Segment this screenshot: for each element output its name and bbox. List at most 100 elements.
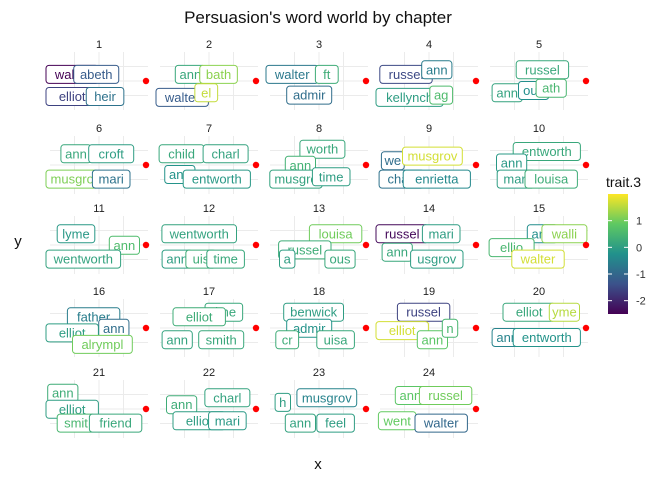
- anchor-point: [142, 241, 150, 249]
- word-label-box: [286, 85, 333, 105]
- word-label: usgrov: [417, 252, 457, 267]
- word-label: bath: [206, 67, 231, 82]
- word-label: feel: [325, 416, 346, 431]
- anchor-point: [252, 161, 260, 169]
- word-label: mari: [503, 172, 528, 187]
- facet-strip-label: 22: [203, 367, 215, 379]
- anchor-point: [142, 77, 150, 85]
- anchor-point: [362, 161, 370, 169]
- word-label-box: [314, 64, 339, 84]
- word-label-box: [91, 169, 131, 189]
- legend: trait.3 1 0 -1 -2: [606, 174, 646, 314]
- word-label-box: [194, 83, 219, 103]
- word-label: friend: [99, 416, 132, 431]
- word-label-box: [421, 60, 453, 80]
- word-label-box: [541, 224, 588, 244]
- facet-panel: 3 walter ft admir: [265, 39, 370, 110]
- facet-strip-label: 19: [423, 286, 435, 298]
- word-label: time: [213, 252, 238, 267]
- word-label: heir: [94, 89, 116, 104]
- facet-strip-label: 4: [426, 39, 432, 51]
- word-label: russel: [389, 67, 424, 82]
- word-label-box: [172, 307, 226, 327]
- word-label: russel: [406, 305, 441, 320]
- word-label-box: [199, 64, 238, 84]
- facet-strip-label: 13: [313, 203, 325, 215]
- anchor-point: [362, 77, 370, 85]
- word-label: walter: [164, 90, 200, 105]
- facet-strip-label: 21: [93, 367, 105, 379]
- facet-panel: 4 russel ann kellynch ag: [375, 39, 480, 110]
- word-label: we: [383, 153, 401, 168]
- word-label: ath: [542, 81, 560, 96]
- word-label: ann: [171, 397, 193, 412]
- word-label: elliot: [59, 89, 86, 104]
- anchor-point: [582, 324, 590, 332]
- facet-strip-label: 5: [536, 39, 542, 51]
- facet-strip-label: 7: [206, 123, 212, 135]
- legend-ticks: 1 0 -1 -2: [608, 216, 646, 308]
- anchor-point: [472, 405, 480, 413]
- word-label: russel: [525, 62, 560, 77]
- legend-tick-label: 0: [636, 242, 642, 254]
- word-label: louisa: [319, 226, 354, 241]
- word-label: h: [279, 395, 286, 410]
- word-label: uis: [193, 252, 210, 267]
- facet-panel: 6 ann croft musgro mari: [45, 123, 150, 194]
- word-label-box: [72, 334, 133, 354]
- facet-strip-label: 6: [96, 123, 102, 135]
- word-label: russel: [428, 388, 463, 403]
- facet-panel: 23 h musgrov ann feel: [270, 367, 370, 438]
- word-label: wentworth: [53, 252, 113, 267]
- facet-strip-label: 24: [423, 367, 435, 379]
- word-label: entworth: [522, 330, 572, 345]
- anchor-point: [472, 324, 480, 332]
- word-label: uisa: [324, 332, 349, 347]
- word-label: ann: [422, 332, 444, 347]
- facet-strip-label: 12: [203, 203, 215, 215]
- word-label: elliot: [186, 309, 213, 324]
- facet-panel: 20 elliot yme ann entworth: [490, 286, 590, 357]
- word-label: musgro: [274, 172, 317, 187]
- word-label-box: [311, 167, 351, 187]
- word-label: ann: [496, 330, 518, 345]
- word-label: ann: [290, 158, 312, 173]
- word-label: ous: [330, 252, 351, 267]
- word-label: mari: [99, 172, 124, 187]
- word-label: walter: [520, 252, 556, 267]
- word-label: entworth: [192, 172, 242, 187]
- word-label: kellynch: [386, 90, 433, 105]
- word-label: ann: [166, 252, 188, 267]
- word-label: louisa: [534, 172, 569, 187]
- word-label: ann: [426, 62, 448, 77]
- word-label: musgrov: [302, 390, 352, 405]
- word-label-box: [182, 169, 251, 189]
- word-label-box: [208, 411, 247, 431]
- word-label: lyme: [62, 226, 89, 241]
- facet-strip-label: 10: [533, 123, 545, 135]
- word-label: walter: [274, 67, 310, 82]
- legend-colorbar: [608, 194, 628, 314]
- word-label: mari: [429, 226, 454, 241]
- word-label-box: [279, 249, 296, 269]
- word-label-box: [161, 330, 193, 350]
- word-label: elliot: [516, 305, 543, 320]
- anchor-point: [472, 161, 480, 169]
- facet-strip-label: 3: [316, 39, 322, 51]
- facet-strip-label: 8: [316, 123, 322, 135]
- word-label: mari: [215, 413, 240, 428]
- word-label-box: [275, 330, 300, 350]
- anchor-point: [252, 77, 260, 85]
- anchor-point: [252, 241, 260, 249]
- legend-tick-label: -2: [636, 296, 646, 308]
- word-label: el: [201, 85, 211, 100]
- word-label: ann: [114, 238, 136, 253]
- word-label-box: [204, 388, 251, 408]
